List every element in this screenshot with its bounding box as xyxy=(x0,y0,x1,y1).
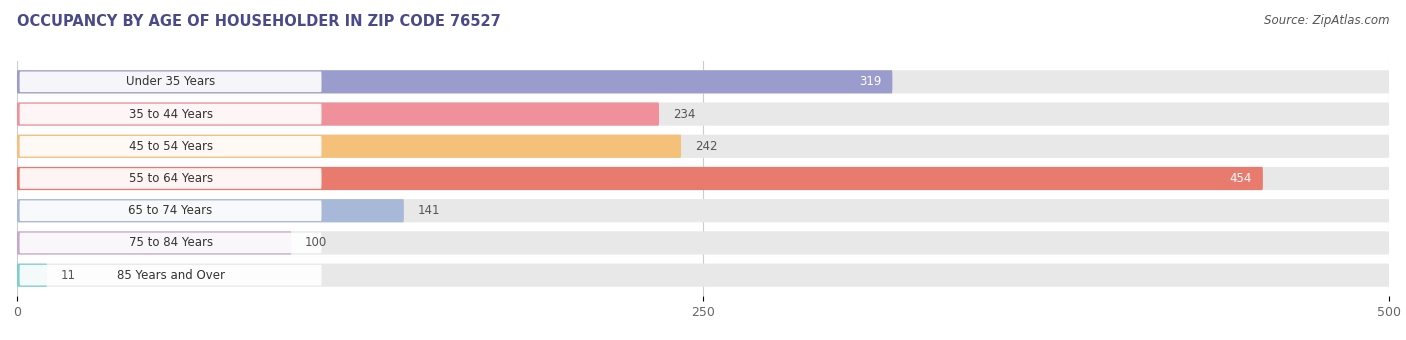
FancyBboxPatch shape xyxy=(17,102,659,126)
Text: 85 Years and Over: 85 Years and Over xyxy=(117,269,225,282)
FancyBboxPatch shape xyxy=(17,231,1389,255)
Text: 234: 234 xyxy=(673,107,695,121)
FancyBboxPatch shape xyxy=(17,264,1389,287)
FancyBboxPatch shape xyxy=(20,136,322,157)
FancyBboxPatch shape xyxy=(17,135,681,158)
Text: 11: 11 xyxy=(60,269,76,282)
FancyBboxPatch shape xyxy=(17,199,404,222)
FancyBboxPatch shape xyxy=(17,167,1389,190)
FancyBboxPatch shape xyxy=(17,70,893,94)
FancyBboxPatch shape xyxy=(17,167,1263,190)
Text: 75 to 84 Years: 75 to 84 Years xyxy=(128,236,212,250)
FancyBboxPatch shape xyxy=(17,231,291,255)
FancyBboxPatch shape xyxy=(20,104,322,124)
Text: 454: 454 xyxy=(1229,172,1251,185)
FancyBboxPatch shape xyxy=(20,71,322,92)
Text: Under 35 Years: Under 35 Years xyxy=(127,75,215,88)
Text: 35 to 44 Years: 35 to 44 Years xyxy=(128,107,212,121)
FancyBboxPatch shape xyxy=(17,264,46,287)
FancyBboxPatch shape xyxy=(20,168,322,189)
Text: 141: 141 xyxy=(418,204,440,217)
Text: 65 to 74 Years: 65 to 74 Years xyxy=(128,204,212,217)
FancyBboxPatch shape xyxy=(20,265,322,286)
Text: OCCUPANCY BY AGE OF HOUSEHOLDER IN ZIP CODE 76527: OCCUPANCY BY AGE OF HOUSEHOLDER IN ZIP C… xyxy=(17,14,501,29)
FancyBboxPatch shape xyxy=(20,233,322,253)
FancyBboxPatch shape xyxy=(17,70,1389,94)
FancyBboxPatch shape xyxy=(20,200,322,221)
Text: 100: 100 xyxy=(305,236,328,250)
Text: 45 to 54 Years: 45 to 54 Years xyxy=(128,140,212,153)
Text: 55 to 64 Years: 55 to 64 Years xyxy=(128,172,212,185)
Text: 242: 242 xyxy=(695,140,717,153)
FancyBboxPatch shape xyxy=(17,135,1389,158)
Text: Source: ZipAtlas.com: Source: ZipAtlas.com xyxy=(1264,14,1389,27)
FancyBboxPatch shape xyxy=(17,102,1389,126)
FancyBboxPatch shape xyxy=(17,199,1389,222)
Text: 319: 319 xyxy=(859,75,882,88)
